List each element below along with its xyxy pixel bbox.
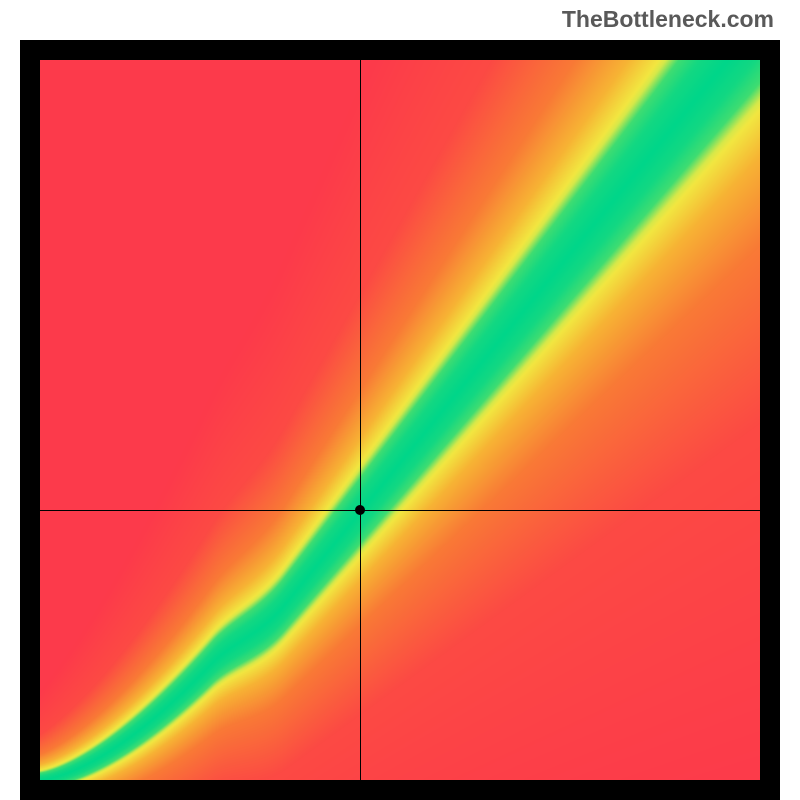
plot-outer-frame [20, 40, 780, 800]
heatmap-canvas [40, 60, 760, 780]
crosshair-horizontal [40, 510, 760, 511]
watermark-text: TheBottleneck.com [562, 6, 774, 33]
chart-container: TheBottleneck.com [0, 0, 800, 800]
crosshair-vertical [360, 60, 361, 780]
plot-area [40, 60, 760, 780]
data-point-marker [355, 505, 365, 515]
